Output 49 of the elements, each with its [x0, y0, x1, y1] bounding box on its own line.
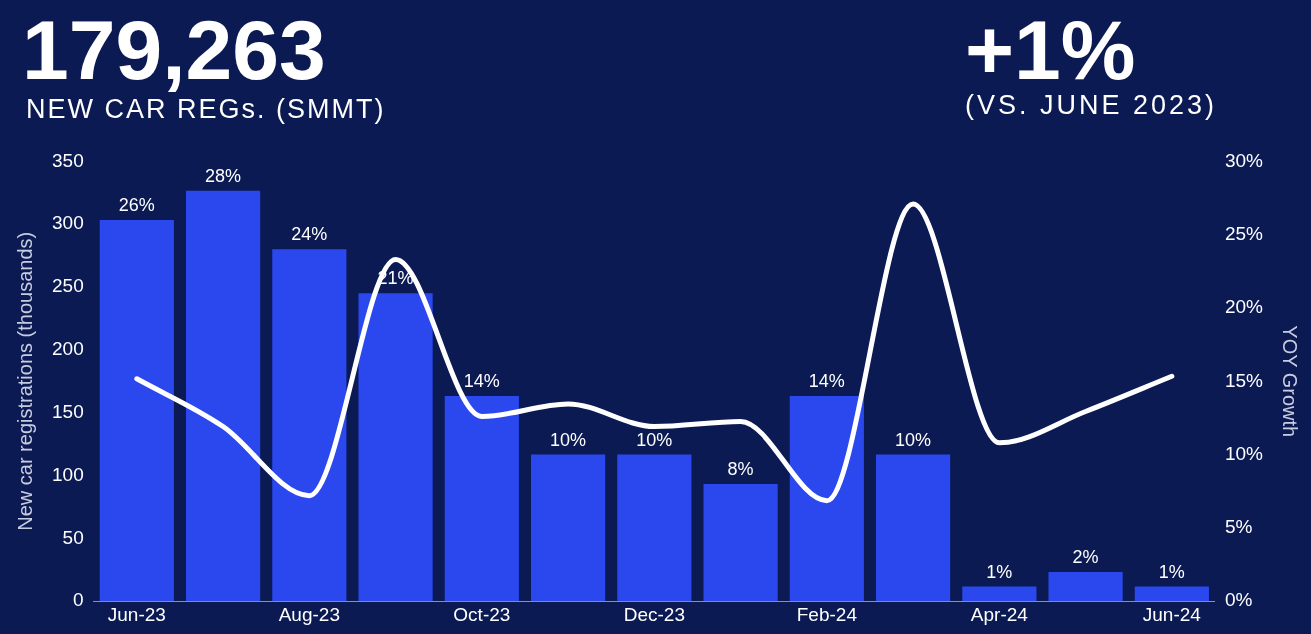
y2-tick-label: 5% — [1224, 516, 1253, 538]
bar — [1048, 571, 1123, 602]
data-label: 10% — [895, 429, 932, 450]
data-label: 1% — [1158, 561, 1185, 582]
bar — [962, 586, 1037, 602]
y-tick-label: 0 — [73, 589, 84, 611]
bar — [876, 454, 951, 602]
x-tick-label: Jun-23 — [107, 603, 166, 625]
x-tick-label: Oct-23 — [453, 603, 511, 625]
bar — [99, 220, 174, 602]
x-tick-label: Aug-23 — [278, 603, 340, 625]
y-tick-label: 250 — [52, 275, 84, 297]
y2-axis-title: YOY Growth — [1279, 325, 1302, 438]
x-tick-label: Dec-23 — [623, 603, 685, 625]
y2-tick-label: 30% — [1224, 149, 1264, 171]
data-label: 2% — [1072, 546, 1099, 567]
bar — [531, 454, 606, 602]
bar — [703, 483, 778, 602]
data-label: 26% — [118, 195, 155, 216]
y2-tick-label: 10% — [1224, 442, 1264, 464]
data-label: 14% — [808, 370, 845, 391]
bar — [358, 293, 433, 602]
y2-tick-label: 25% — [1224, 222, 1264, 244]
bar — [444, 395, 519, 602]
data-label: 10% — [636, 429, 673, 450]
x-tick-label: Apr-24 — [970, 603, 1029, 625]
bar — [185, 190, 261, 602]
bar — [789, 395, 864, 602]
y-tick-label: 100 — [52, 463, 84, 485]
bar — [272, 249, 347, 602]
x-tick-label: Feb-24 — [796, 603, 858, 625]
x-tick-label: Jun-24 — [1142, 603, 1202, 625]
data-label: 28% — [205, 165, 242, 186]
data-label: 10% — [550, 429, 587, 450]
y2-tick-label: 20% — [1224, 296, 1264, 318]
y-tick-label: 300 — [52, 212, 84, 234]
data-label: 1% — [986, 561, 1013, 582]
bar — [617, 454, 692, 602]
y2-tick-label: 0% — [1224, 589, 1253, 611]
y-tick-label: 150 — [52, 400, 84, 422]
bar — [1134, 586, 1209, 602]
y-axis-title: New car registrations (thousands) — [13, 231, 36, 531]
y2-tick-label: 15% — [1224, 369, 1264, 391]
data-label: 24% — [291, 224, 328, 245]
data-label: 8% — [727, 458, 754, 479]
y-tick-label: 200 — [52, 338, 84, 360]
y-tick-label: 50 — [62, 526, 84, 548]
y-tick-label: 350 — [52, 149, 84, 171]
data-label: 14% — [463, 370, 500, 391]
